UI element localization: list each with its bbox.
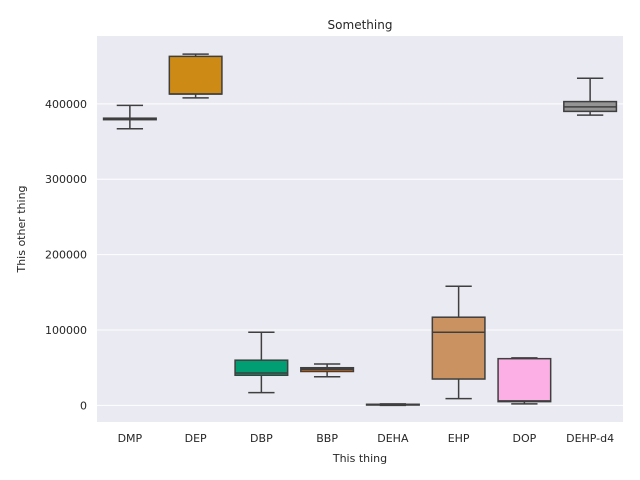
iqr-box (431, 316, 486, 380)
iqr-box (168, 55, 223, 95)
y-tick-label: 300000 (45, 173, 87, 186)
boxes-group (102, 53, 618, 407)
grid-lines (97, 103, 623, 406)
x-tick-labels: DMP DEP DBP BBP DEHA EHP DOP DEHP-d4 (118, 432, 615, 445)
box-bbp (300, 363, 355, 378)
box-dmp (102, 104, 157, 130)
box-dehp-d4 (563, 77, 618, 116)
box-dop (497, 357, 552, 405)
box-dep (168, 53, 223, 99)
x-tick-label: DEP (185, 432, 207, 445)
box-ehp (431, 285, 486, 400)
x-tick-label: BBP (316, 432, 338, 445)
x-tick-label: DEHA (377, 432, 409, 445)
x-tick-label: DEHP-d4 (566, 432, 614, 445)
y-tick-label: 400000 (45, 98, 87, 111)
y-axis-label: This other thing (15, 185, 28, 273)
y-tick-label: 200000 (45, 249, 87, 262)
box-deha (365, 403, 420, 407)
x-axis-label: This thing (332, 452, 387, 465)
y-tick-labels: 0 100000 200000 300000 400000 (45, 98, 87, 413)
box-dbp (234, 331, 289, 394)
y-tick-label: 100000 (45, 324, 87, 337)
y-tick-label: 0 (80, 399, 87, 412)
x-tick-label: EHP (448, 432, 470, 445)
chart-title: Something (328, 18, 393, 32)
x-tick-label: DMP (118, 432, 143, 445)
x-tick-label: DOP (512, 432, 536, 445)
iqr-box (234, 359, 289, 377)
iqr-box (497, 357, 552, 403)
x-tick-label: DBP (250, 432, 273, 445)
